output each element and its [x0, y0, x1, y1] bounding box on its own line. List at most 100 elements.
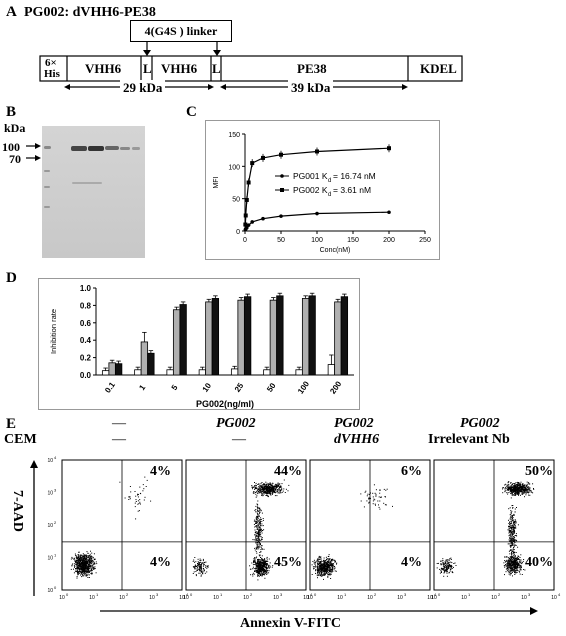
event-dot	[258, 523, 260, 525]
event-dot	[259, 567, 261, 569]
event-dot	[254, 564, 256, 565]
event-dot	[254, 571, 255, 572]
event-dot	[198, 566, 200, 568]
event-dot	[198, 565, 200, 567]
event-dot	[515, 487, 517, 489]
event-dot	[85, 568, 87, 570]
event-dot	[78, 561, 80, 563]
event-dot	[510, 561, 512, 563]
event-dot	[523, 569, 525, 570]
event-dot	[203, 569, 205, 570]
event-dot	[258, 487, 260, 489]
event-dot	[261, 567, 263, 569]
event-dot	[331, 563, 333, 565]
event-dot	[89, 562, 91, 564]
event-dot	[91, 565, 93, 567]
event-dot	[86, 569, 88, 571]
quadrant-ur-3: 6%	[401, 464, 422, 479]
event-dot	[521, 574, 523, 575]
event-dot	[259, 544, 261, 546]
header-1-line1: —	[112, 416, 126, 431]
event-dot	[256, 570, 258, 571]
event-dot	[89, 570, 90, 572]
event-dot	[523, 489, 525, 491]
event-dot	[254, 488, 255, 490]
event-dot	[86, 559, 88, 561]
event-dot	[82, 553, 84, 555]
event-dot	[514, 494, 516, 496]
event-dot	[323, 564, 324, 566]
event-dot	[254, 519, 256, 521]
event-dot	[317, 568, 319, 570]
event-dot	[134, 502, 136, 504]
event-dot	[324, 569, 326, 571]
event-dot	[88, 565, 90, 567]
event-dot	[85, 558, 87, 560]
event-dot	[521, 489, 522, 490]
event-dot	[288, 484, 290, 486]
event-dot	[262, 490, 264, 492]
event-dot	[256, 552, 258, 554]
event-dot	[199, 570, 201, 572]
event-dot	[320, 563, 322, 565]
event-dot	[270, 494, 272, 496]
event-dot	[516, 507, 517, 508]
event-dot	[255, 547, 257, 549]
event-dot	[510, 516, 512, 518]
event-dot	[327, 565, 329, 567]
x-tick-exponent: 1	[220, 592, 223, 597]
event-dot	[199, 563, 201, 565]
event-dot	[442, 568, 444, 570]
event-dot	[504, 488, 506, 490]
event-dot	[80, 554, 82, 556]
event-dot	[279, 490, 281, 491]
event-dot	[266, 557, 268, 559]
event-dot	[519, 564, 521, 566]
event-dot	[254, 561, 256, 563]
y-tick-exponent: 2	[54, 520, 57, 525]
event-dot	[75, 562, 77, 564]
event-dot	[514, 569, 516, 571]
event-dot	[312, 561, 314, 562]
event-dot	[519, 569, 521, 571]
event-dot	[513, 540, 515, 542]
event-dot	[86, 569, 88, 571]
event-dot	[517, 493, 518, 495]
event-dot	[268, 570, 270, 572]
event-dot	[318, 570, 320, 572]
event-dot	[261, 532, 263, 534]
event-dot	[83, 561, 85, 563]
event-dot	[201, 564, 203, 566]
event-dot	[264, 567, 266, 569]
event-dot	[446, 569, 448, 571]
event-dot	[87, 553, 89, 554]
event-dot	[85, 554, 87, 556]
event-dot	[510, 566, 512, 568]
event-dot	[510, 537, 512, 539]
event-dot	[326, 570, 328, 572]
event-dot	[143, 488, 145, 490]
event-dot	[527, 488, 529, 490]
event-dot	[509, 565, 511, 566]
event-dot	[513, 565, 515, 567]
event-dot	[262, 565, 264, 567]
event-dot	[77, 560, 79, 562]
event-dot	[511, 557, 513, 559]
event-dot	[511, 510, 513, 512]
event-dot	[320, 569, 322, 571]
event-dot	[526, 489, 528, 491]
event-dot	[261, 573, 263, 575]
event-dot	[506, 556, 508, 558]
event-dot	[512, 531, 514, 533]
event-dot	[511, 490, 513, 492]
event-dot	[83, 570, 85, 572]
event-dot	[509, 537, 511, 538]
event-dot	[77, 570, 79, 572]
event-dot	[317, 564, 319, 566]
event-dot	[509, 534, 511, 536]
event-dot	[258, 526, 260, 528]
event-dot	[508, 562, 510, 564]
event-dot	[258, 510, 260, 512]
event-dot	[527, 491, 529, 493]
event-dot	[329, 568, 331, 570]
